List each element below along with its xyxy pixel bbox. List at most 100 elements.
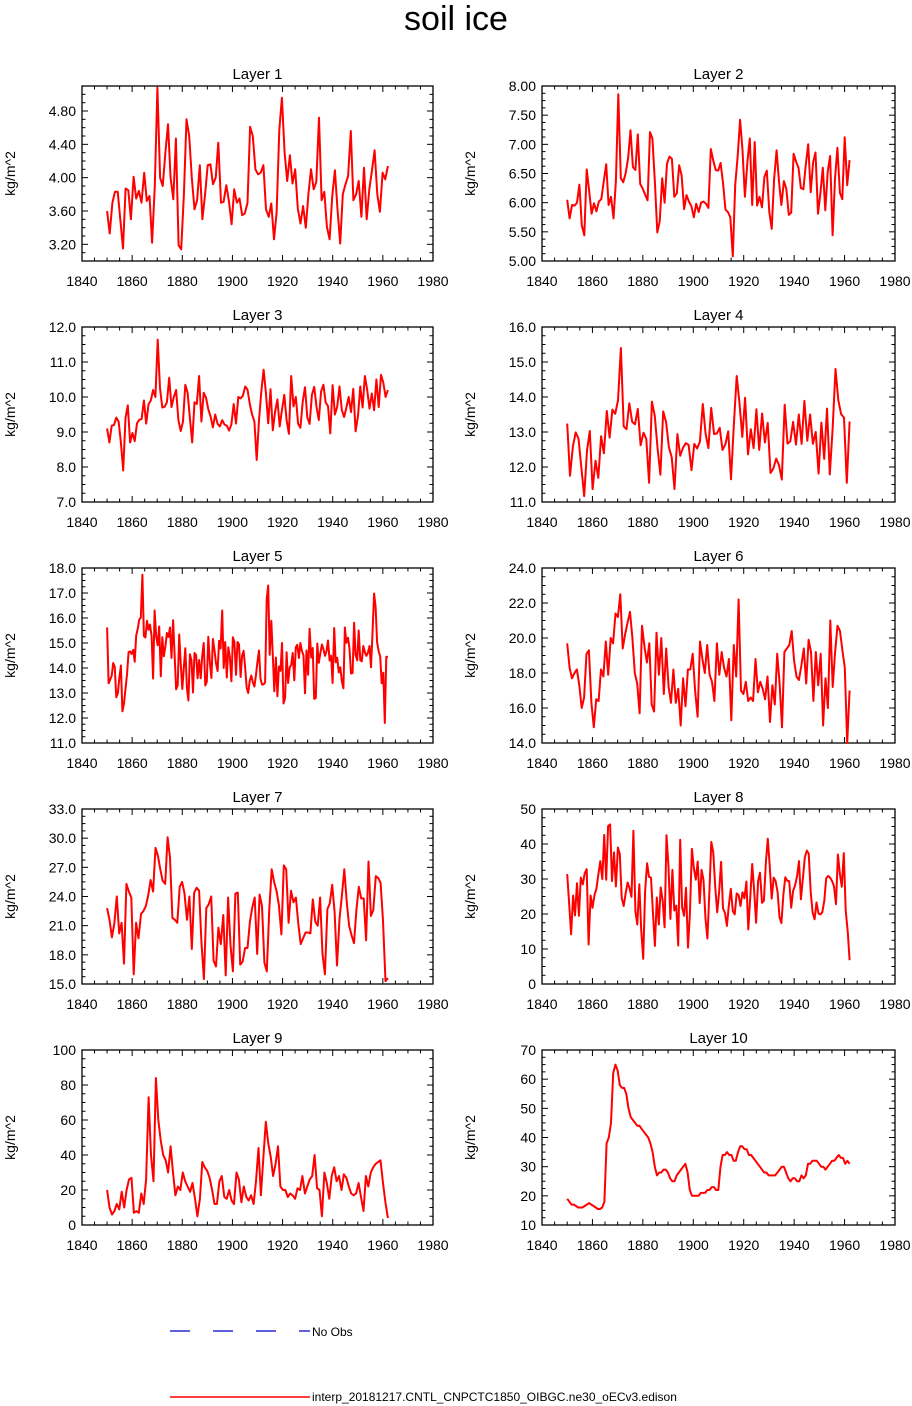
legend-obs-label: No Obs — [312, 1325, 353, 1339]
panel-title: Layer 9 — [232, 1030, 282, 1047]
y-tick-label: 4.80 — [49, 103, 76, 119]
y-tick-label: 11.0 — [50, 735, 76, 751]
x-tick-label: 1840 — [526, 755, 557, 771]
series-line — [106, 1077, 389, 1219]
panel-title: Layer 5 — [232, 548, 282, 565]
x-tick-label: 1960 — [829, 514, 860, 530]
x-tick-label: 1960 — [829, 755, 860, 771]
panel-title: Layer 2 — [693, 66, 743, 83]
x-tick-label: 1900 — [217, 514, 248, 530]
y-tick-label: 60 — [60, 1112, 76, 1128]
y-tick-label: 5.00 — [509, 253, 536, 269]
series-line — [566, 1063, 851, 1210]
y-tick-label: 18.0 — [49, 947, 76, 963]
x-tick-label: 1960 — [367, 1237, 398, 1253]
y-tick-label: 3.20 — [49, 236, 76, 252]
y-axis-label: kg/m^2 — [462, 633, 478, 678]
x-tick-label: 1920 — [267, 1237, 298, 1253]
panel-5: Layer 5 kg/m^2 1840 1860 1880 1900 1920 1940 196… — [2, 548, 449, 771]
y-tick-label: 11.0 — [50, 354, 76, 370]
y-tick-label: 50 — [520, 1100, 536, 1116]
x-tick-label: 1960 — [367, 514, 398, 530]
x-tick-label: 1980 — [417, 514, 448, 530]
panel-8: Layer 8 kg/m^2 1840 1860 1880 1900 1920 1940 196… — [462, 789, 911, 1012]
y-tick-label: 7.0 — [57, 494, 77, 510]
panel-9: Layer 9 kg/m^2 1840 1860 1880 1900 1920 1940 196… — [2, 1030, 449, 1253]
x-tick-label: 1900 — [217, 755, 248, 771]
y-tick-label: 0 — [528, 976, 536, 992]
y-tick-label: 11.0 — [510, 494, 536, 510]
x-tick-label: 1960 — [367, 755, 398, 771]
x-tick-label: 1840 — [66, 996, 97, 1012]
y-tick-label: 20 — [520, 1188, 536, 1204]
y-tick-label: 30.0 — [49, 830, 76, 846]
panel-title: Layer 1 — [232, 66, 282, 83]
x-tick-label: 1960 — [829, 273, 860, 289]
x-tick-label: 1860 — [117, 1237, 148, 1253]
panel-title: Layer 7 — [232, 789, 282, 806]
y-tick-label: 5.50 — [509, 224, 536, 240]
y-tick-label: 8.0 — [57, 459, 77, 475]
y-tick-label: 10.0 — [49, 389, 76, 405]
x-tick-label: 1940 — [779, 755, 810, 771]
y-tick-label: 20 — [60, 1182, 76, 1198]
x-tick-label: 1960 — [829, 1237, 860, 1253]
y-tick-label: 100 — [53, 1042, 77, 1058]
y-tick-label: 14.0 — [49, 660, 76, 676]
y-tick-label: 30 — [520, 1159, 536, 1175]
y-tick-label: 16.0 — [509, 319, 536, 335]
y-tick-label: 24.0 — [49, 889, 76, 905]
y-tick-label: 21.0 — [49, 918, 76, 934]
x-tick-label: 1880 — [627, 1237, 658, 1253]
x-tick-label: 1880 — [627, 996, 658, 1012]
panel-6: Layer 6 kg/m^2 1840 1860 1880 1900 1920 1940 196… — [462, 548, 911, 771]
panel-title: Layer 6 — [693, 548, 743, 565]
x-tick-label: 1880 — [167, 996, 198, 1012]
x-tick-label: 1880 — [167, 755, 198, 771]
x-tick-label: 1940 — [317, 755, 348, 771]
y-tick-label: 12.0 — [49, 319, 76, 335]
y-axis-label: kg/m^2 — [462, 151, 478, 196]
y-tick-label: 22.0 — [509, 595, 536, 611]
x-tick-label: 1960 — [367, 273, 398, 289]
plot-frame — [541, 1049, 896, 1226]
y-tick-label: 18.0 — [49, 560, 76, 576]
y-tick-label: 8.00 — [509, 78, 536, 94]
series-line — [566, 823, 851, 961]
y-tick-label: 7.50 — [509, 107, 536, 123]
x-tick-label: 1840 — [526, 273, 557, 289]
x-tick-label: 1880 — [167, 514, 198, 530]
x-tick-label: 1880 — [627, 273, 658, 289]
y-tick-label: 70 — [520, 1042, 536, 1058]
x-tick-label: 1840 — [66, 273, 97, 289]
x-tick-label: 1920 — [728, 273, 759, 289]
y-tick-label: 14.0 — [509, 389, 536, 405]
x-tick-label: 1880 — [627, 514, 658, 530]
legend-model-label: interp_20181217.CNTL_CNPCTC1850_OIBGC.ne… — [312, 1390, 677, 1404]
x-tick-label: 1860 — [577, 514, 608, 530]
x-tick-label: 1920 — [267, 514, 298, 530]
x-tick-label: 1880 — [627, 755, 658, 771]
x-tick-label: 1980 — [879, 996, 910, 1012]
series-line — [106, 836, 389, 983]
x-tick-label: 1920 — [728, 996, 759, 1012]
y-tick-label: 15.0 — [49, 976, 76, 992]
panel-title: Layer 10 — [689, 1030, 747, 1047]
y-tick-label: 15.0 — [49, 635, 76, 651]
y-tick-label: 30 — [520, 871, 536, 887]
x-tick-label: 1840 — [526, 1237, 557, 1253]
x-tick-label: 1940 — [779, 273, 810, 289]
y-tick-label: 13.0 — [49, 685, 76, 701]
x-tick-label: 1860 — [577, 273, 608, 289]
y-tick-label: 13.0 — [509, 424, 536, 440]
y-axis-label: kg/m^2 — [2, 151, 18, 196]
x-tick-label: 1940 — [317, 996, 348, 1012]
x-tick-label: 1860 — [577, 1237, 608, 1253]
y-tick-label: 20 — [520, 906, 536, 922]
x-tick-label: 1940 — [317, 1237, 348, 1253]
x-tick-label: 1900 — [678, 514, 709, 530]
legend: No Obs interp_20181217.CNTL_CNPCTC1850_OI… — [170, 1325, 677, 1404]
y-tick-label: 17.0 — [49, 585, 76, 601]
y-tick-label: 0 — [68, 1217, 76, 1233]
x-tick-label: 1860 — [117, 514, 148, 530]
